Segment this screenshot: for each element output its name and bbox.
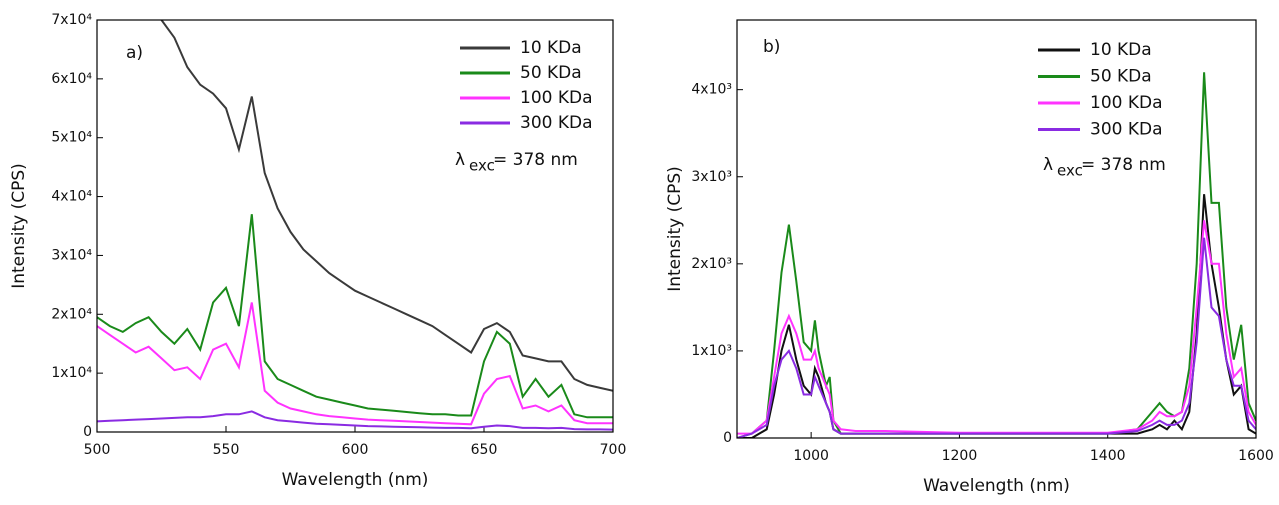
legend-label: 300 KDa bbox=[1090, 120, 1163, 140]
y-tick-label: 3x10³ bbox=[691, 169, 732, 185]
series-line bbox=[737, 72, 1256, 438]
x-axis-title: Wavelength (nm) bbox=[923, 476, 1070, 496]
y-axis-title: Intensity (CPS) bbox=[665, 166, 685, 292]
panel-label: b) bbox=[763, 37, 780, 57]
y-tick-label: 6x10⁴ bbox=[51, 71, 92, 87]
legend-label: 50 KDa bbox=[520, 63, 582, 83]
plot-frame bbox=[736, 19, 1257, 439]
y-tick-label: 4x10⁴ bbox=[51, 189, 92, 205]
x-tick-label: 1200 bbox=[942, 448, 978, 464]
y-axis-title: Intensity (CPS) bbox=[9, 163, 29, 289]
y-tick-label: 1x10³ bbox=[691, 343, 732, 359]
y-tick-label: 2x10⁴ bbox=[51, 306, 92, 322]
x-tick-label: 700 bbox=[600, 442, 627, 458]
x-tick-label: 550 bbox=[213, 442, 240, 458]
y-tick-label: 7x10⁴ bbox=[51, 12, 92, 28]
series-line bbox=[97, 214, 613, 419]
x-axis-title: Wavelength (nm) bbox=[282, 470, 429, 490]
excitation-subscript: exc bbox=[1057, 162, 1083, 180]
legend-label: 10 KDa bbox=[1090, 40, 1152, 60]
x-tick-label: 1000 bbox=[793, 448, 829, 464]
y-tick-label: 5x10⁴ bbox=[51, 130, 92, 146]
y-tick-label: 3x10⁴ bbox=[51, 247, 92, 263]
y-tick-label: 0 bbox=[83, 424, 92, 440]
y-tick-label: 0 bbox=[723, 430, 732, 446]
legend-label: 300 KDa bbox=[520, 113, 593, 133]
x-tick-label: 500 bbox=[84, 442, 111, 458]
x-tick-label: 600 bbox=[342, 442, 369, 458]
plot-frame bbox=[96, 19, 614, 433]
series-line bbox=[97, 302, 613, 426]
excitation-text: = 378 nm bbox=[1081, 155, 1166, 175]
legend-label: 100 KDa bbox=[520, 88, 593, 108]
y-tick-label: 4x10³ bbox=[691, 82, 732, 98]
excitation-text: = 378 nm bbox=[493, 150, 578, 170]
series-line bbox=[97, 410, 613, 431]
excitation-subscript: exc bbox=[469, 157, 495, 175]
series-line bbox=[737, 194, 1256, 438]
x-tick-label: 650 bbox=[471, 442, 498, 458]
series-line bbox=[160, 20, 613, 392]
series-line bbox=[737, 237, 1256, 438]
panel-label: a) bbox=[126, 43, 143, 63]
y-tick-label: 2x10³ bbox=[691, 256, 732, 272]
legend-label: 100 KDa bbox=[1090, 93, 1163, 113]
excitation-symbol: λ bbox=[1043, 155, 1053, 175]
x-tick-label: 1600 bbox=[1238, 448, 1274, 464]
x-tick-label: 1400 bbox=[1090, 448, 1126, 464]
y-tick-label: 1x10⁴ bbox=[51, 365, 92, 381]
legend-label: 10 KDa bbox=[520, 38, 582, 58]
legend-label: 50 KDa bbox=[1090, 67, 1152, 87]
excitation-symbol: λ bbox=[455, 150, 465, 170]
